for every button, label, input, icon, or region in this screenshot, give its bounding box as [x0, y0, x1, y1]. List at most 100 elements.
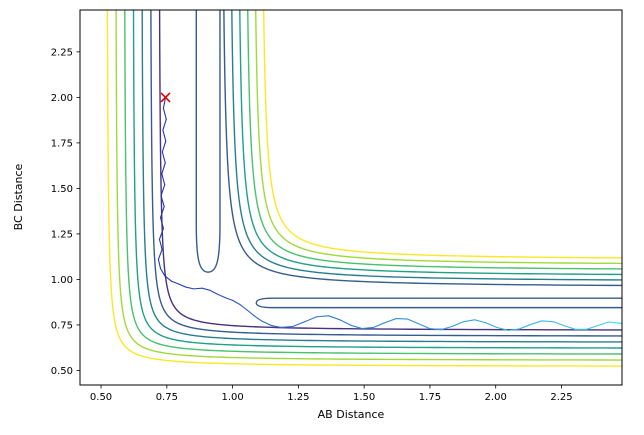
trajectory-segment [316, 315, 330, 318]
contour-line-outer [132, 10, 622, 349]
trajectory-segment [339, 319, 352, 326]
trajectory-segment [160, 195, 165, 208]
trajectory-segment [162, 118, 167, 131]
contour-line-inner [255, 10, 622, 265]
trajectory-segment [418, 323, 431, 330]
x-tick-label: 0.75 [156, 392, 178, 403]
trajectory-segment [372, 322, 386, 329]
trajectory-segment [217, 293, 226, 299]
trajectory-segment [246, 309, 255, 317]
trajectory-segment [280, 325, 294, 329]
y-tick-label: 2.00 [51, 93, 73, 104]
trajectory-segment [597, 321, 610, 327]
x-tick-label: 2.25 [550, 392, 572, 403]
trajectory-segment [157, 258, 162, 270]
x-axis-label: AB Distance [318, 408, 385, 421]
trajectory-segment [159, 206, 165, 219]
start-marker-stroke [160, 92, 171, 103]
contour-line-outer [158, 10, 622, 331]
plot-border [79, 9, 623, 386]
y-tick-label: 0.75 [51, 320, 73, 331]
x-tick-label: 2.00 [485, 392, 507, 403]
trajectory-segment [328, 315, 341, 321]
trajectory-segment [178, 283, 187, 288]
trajectory-segment [164, 275, 173, 282]
trajectory-segment [384, 318, 397, 324]
trajectory-segment [159, 216, 164, 229]
trajectory-segment [541, 320, 554, 323]
y-tick-label: 1.25 [51, 229, 73, 240]
trajectory-segment [395, 318, 409, 320]
contour-line-outer [141, 10, 622, 343]
trajectory-segment [440, 325, 453, 331]
contour-line-outer [124, 10, 622, 355]
trajectory-segment [162, 96, 167, 109]
trajectory-segment [232, 299, 241, 306]
trajectory-segment [304, 316, 318, 323]
contour-line-inner [239, 10, 622, 276]
y-tick-label: 2.25 [51, 47, 73, 58]
trajectory-segment [185, 286, 195, 290]
trajectory-segment [563, 325, 576, 330]
trajectory-segment [158, 238, 163, 250]
contour-line-outer [106, 10, 622, 367]
trajectory-segment [193, 287, 203, 290]
contour-entrance-pocket [195, 10, 221, 273]
trajectory-segment [474, 319, 487, 324]
trajectory-segment [292, 321, 306, 327]
trajectory-segment [171, 280, 180, 285]
contour-line-inner [247, 10, 622, 270]
trajectory-segment [429, 328, 442, 331]
contour-line-outer [150, 10, 622, 337]
x-tick-label: 1.75 [419, 392, 441, 403]
x-tick-label: 0.50 [90, 392, 112, 403]
trajectory-segment [485, 322, 498, 329]
trajectory-segment [463, 319, 476, 323]
trajectory-segment [162, 107, 167, 120]
trajectory-segment [239, 303, 248, 311]
y-tick-label: 1.00 [51, 275, 73, 286]
trajectory-segment [224, 297, 234, 301]
x-tick-label: 1.50 [353, 392, 375, 403]
trajectory-segment [496, 326, 509, 331]
y-tick-label: 1.50 [51, 184, 73, 195]
y-tick-label: 0.50 [51, 366, 73, 377]
contour-line-inner [262, 10, 622, 259]
axes-layer: 0.50 0.75 1.00 1.25 1.50 1.75 2.00 2.25 0.50 0.75… [51, 47, 573, 403]
trajectory-segment [161, 162, 166, 175]
trajectory-segment [270, 324, 282, 329]
y-axis-label: BC Distance [12, 163, 25, 230]
trajectory-segment [161, 173, 166, 186]
trajectory-segment [451, 321, 465, 327]
trajectory-segment [407, 318, 420, 325]
trajectory-segment [552, 321, 565, 327]
trajectory-segment [518, 324, 531, 330]
plot-data-layer [106, 10, 622, 367]
contour-line-inner [231, 10, 622, 281]
y-tick-label: 1.75 [51, 138, 73, 149]
start-marker [160, 92, 171, 103]
trajectory-segment [350, 324, 363, 330]
contour-exit-pocket [255, 297, 622, 309]
trajectory-segment [260, 320, 272, 326]
trajectory-segment [161, 151, 166, 164]
trajectory-segment [157, 248, 163, 260]
trajectory-segment [608, 321, 622, 325]
trajectory-segment [162, 129, 167, 142]
trajectory-segment [160, 184, 166, 197]
contour-line-outer [115, 10, 622, 361]
trajectory-segment [158, 227, 164, 240]
trajectory-segment [209, 289, 219, 295]
trajectory-segment [201, 287, 211, 291]
trajectory-segment [159, 267, 166, 277]
trajectory-segment [585, 325, 599, 330]
x-tick-label: 1.25 [287, 392, 309, 403]
trajectory-segment [161, 140, 167, 153]
trajectory-segment [253, 315, 263, 322]
x-tick-label: 1.00 [221, 392, 243, 403]
trajectory-segment [361, 326, 374, 330]
trajectory-segment [507, 328, 520, 331]
contour-line-inner [223, 10, 622, 287]
